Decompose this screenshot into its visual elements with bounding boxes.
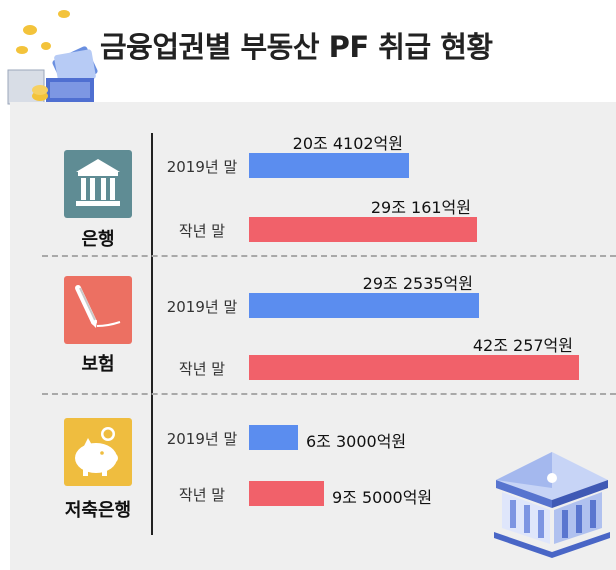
period-label: 작년 말 [178, 360, 226, 378]
period-label: 2019년 말 [166, 298, 238, 316]
building-3d-icon [494, 452, 610, 558]
group-divider [42, 255, 616, 257]
bar [249, 425, 298, 450]
period-label: 2019년 말 [166, 158, 238, 176]
period-label: 2019년 말 [166, 430, 238, 448]
data-label: 29조 161억원 [370, 198, 471, 217]
period-label: 작년 말 [178, 486, 226, 504]
bar [249, 481, 324, 506]
bar [249, 217, 477, 242]
bar [249, 293, 479, 318]
data-label: 9조 5000억원 [332, 488, 433, 507]
pencil-icon [64, 276, 132, 344]
category-label: 보험 [81, 354, 115, 375]
coins-money-icon [7, 10, 98, 105]
data-label: 6조 3000억원 [306, 432, 407, 451]
category-label: 은행 [81, 229, 115, 250]
axis-line [151, 133, 153, 535]
bar [249, 153, 409, 178]
period-label: 작년 말 [178, 222, 226, 240]
bar [249, 355, 579, 380]
group-divider [42, 393, 616, 395]
category-label: 저축은행 [64, 500, 132, 521]
data-label: 29조 2535억원 [362, 274, 473, 293]
page-title: 금융업권별 부동산 PF 취급 현황 [100, 30, 493, 64]
bank-icon [64, 150, 132, 218]
data-label: 20조 4102억원 [292, 134, 403, 153]
piggy-bank-icon [64, 418, 132, 486]
data-label: 42조 257억원 [472, 336, 573, 355]
